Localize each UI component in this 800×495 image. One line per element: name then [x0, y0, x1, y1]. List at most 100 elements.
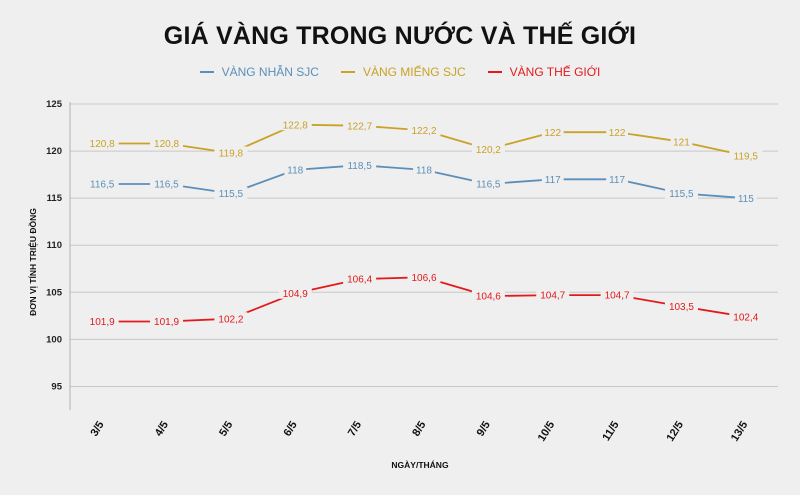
- legend-swatch: [340, 71, 355, 73]
- data-label: 120,8: [90, 139, 115, 150]
- data-label-bg: [407, 270, 441, 283]
- legend-swatch: [487, 71, 502, 73]
- data-label: 120,2: [476, 145, 501, 156]
- x-tick-label: 12/5: [664, 419, 686, 444]
- data-label-bg: [85, 177, 119, 190]
- series-line: [102, 276, 746, 323]
- legend-swatch: [199, 71, 214, 73]
- data-label: 106,6: [411, 273, 436, 284]
- data-label: 104,9: [283, 289, 308, 300]
- x-tick-label: 13/5: [729, 419, 751, 444]
- y-tick-label: 105: [46, 287, 63, 298]
- legend-label: VÀNG THẾ GIỚI: [509, 65, 601, 79]
- data-label: 118: [287, 166, 303, 177]
- x-tick-label: 11/5: [600, 419, 621, 443]
- data-label: 104,7: [605, 291, 630, 302]
- axes: 95 100 105 110 115 120 125 3/5 4/5 5/5 6/5 7/5 8/5 9/…: [46, 99, 750, 444]
- data-label-bg: [214, 312, 248, 325]
- x-tick-label: 5/5: [217, 419, 235, 438]
- data-label-bg: [150, 314, 184, 327]
- data-label-bg: [729, 310, 763, 323]
- data-label-bg: [471, 289, 505, 302]
- data-label: 116,5: [476, 180, 501, 191]
- y-tick-label: 110: [47, 240, 62, 251]
- x-tick-label: 9/5: [475, 419, 493, 438]
- grid: [70, 103, 778, 387]
- data-label-bg: [541, 125, 564, 138]
- data-label-bg: [471, 177, 505, 190]
- data-label-bg: [343, 158, 377, 171]
- data-label-bg: [729, 149, 763, 162]
- data-label: 104,6: [476, 292, 501, 303]
- chart-title: GIÁ VÀNG TRONG NƯỚC VÀ THẾ GIỚI: [163, 22, 637, 50]
- data-label: 116,5: [154, 180, 179, 191]
- x-tick-label: 10/5: [536, 419, 558, 444]
- x-tick-label: 4/5: [153, 419, 171, 438]
- data-label-bg: [664, 186, 698, 199]
- data-label-bg: [606, 125, 628, 138]
- data-label: 122: [544, 128, 561, 139]
- data-label: 115,5: [669, 189, 694, 200]
- data-label-bg: [600, 288, 634, 301]
- data-label-bg: [536, 288, 570, 301]
- data-label: 103,5: [669, 302, 694, 313]
- data-label: 102,4: [733, 312, 758, 323]
- y-axis-label: ĐƠN VỊ TÍNH TRIỆU ĐỒNG: [27, 208, 38, 316]
- legend-item: VÀNG MIẾNG SJC: [340, 65, 466, 79]
- data-label-bg: [214, 186, 248, 199]
- data-label: 119,8: [219, 149, 244, 160]
- y-tick-label: 95: [51, 381, 62, 392]
- legend: VÀNG NHẪN SJC VÀNG MIẾNG SJC VÀNG THẾ GIỚI: [0, 65, 800, 79]
- data-label-bg: [343, 119, 377, 132]
- series-layer: 116,5 116,5 115,5 118 118,5 118 116,5 117 117 115…: [85, 118, 763, 328]
- x-tick-label: 3/5: [88, 419, 106, 438]
- data-label: 119,5: [734, 151, 759, 162]
- legend-label: VÀNG MIẾNG SJC: [362, 65, 466, 79]
- y-tick-label: 100: [46, 334, 62, 345]
- data-label: 122: [609, 128, 626, 139]
- data-label: 101,9: [90, 317, 115, 328]
- x-tick-label: 7/5: [346, 419, 364, 438]
- y-tick-label: 125: [46, 99, 63, 110]
- data-label-bg: [150, 137, 184, 150]
- x-axis-label: NGÀY/THÁNG: [391, 460, 449, 470]
- data-label: 122,8: [283, 120, 308, 131]
- y-tick-label: 120: [46, 146, 62, 157]
- data-label-bg: [278, 286, 312, 299]
- data-label-bg: [278, 118, 312, 131]
- data-label-bg: [670, 135, 693, 148]
- data-label-bg: [471, 142, 505, 155]
- data-label-bg: [284, 163, 307, 176]
- data-label: 115: [738, 194, 754, 205]
- data-label: 102,2: [218, 314, 243, 325]
- data-label-bg: [343, 272, 377, 285]
- data-label-bg: [664, 299, 698, 312]
- data-label: 122,2: [411, 126, 436, 137]
- data-label: 120,8: [154, 139, 179, 150]
- data-label: 115,5: [219, 189, 244, 200]
- data-label: 106,4: [347, 275, 372, 286]
- data-label-bg: [85, 314, 119, 327]
- legend-item: VÀNG THẾ GIỚI: [487, 65, 601, 79]
- data-label-bg: [85, 137, 119, 150]
- data-label: 117: [609, 175, 625, 186]
- legend-item: VÀNG NHẪN SJC: [199, 65, 319, 79]
- data-label-bg: [606, 172, 628, 185]
- data-label: 104,7: [540, 291, 565, 302]
- data-label: 101,9: [154, 317, 179, 328]
- data-label: 117: [545, 175, 561, 186]
- data-label: 118: [416, 166, 432, 177]
- x-tick-label: 8/5: [410, 419, 428, 438]
- data-label-bg: [150, 177, 184, 190]
- data-label: 122,7: [347, 121, 372, 132]
- data-label: 118,5: [347, 161, 372, 172]
- data-label-bg: [214, 146, 248, 159]
- x-tick-label: 6/5: [282, 419, 300, 438]
- y-tick-label: 115: [47, 193, 63, 204]
- data-label-bg: [541, 172, 564, 185]
- data-label-bg: [413, 163, 435, 176]
- data-label-bg: [734, 191, 757, 204]
- data-label: 121: [673, 137, 690, 148]
- data-label: 116,5: [90, 180, 115, 191]
